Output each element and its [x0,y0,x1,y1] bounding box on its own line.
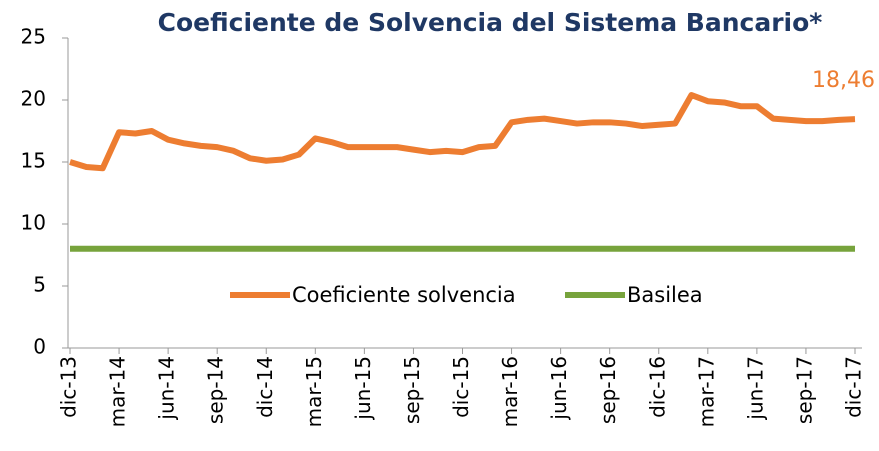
x-tick-label: sep-14 [204,356,228,424]
x-tick-label: jun-14 [155,356,179,421]
x-tick-label: sep-17 [792,356,816,424]
x-tick-label: sep-16 [596,356,620,424]
x-tick-label: mar-15 [302,356,326,427]
x-tick-label: jun-16 [547,356,571,421]
x-tick-label: dic-16 [645,356,669,418]
chart-title: Coeficiente de Solvencia del Sistema Ban… [158,8,823,37]
legend-label: Coeficiente solvencia [292,283,516,307]
x-tick-label: jun-17 [743,356,767,421]
x-tick-label: dic-17 [842,356,866,418]
y-tick-label: 0 [33,335,46,359]
y-tick-label: 10 [21,211,46,235]
x-tick-label: dic-15 [449,356,473,418]
x-tick-label: mar-16 [498,356,522,427]
y-tick-label: 25 [21,25,46,49]
y-tick-label: 20 [21,87,46,111]
x-tick-label: mar-14 [106,356,130,427]
x-tick-label: mar-17 [694,356,718,427]
x-tick-label: dic-14 [253,356,277,418]
data-label: 18,46 [812,68,875,93]
x-tick-label: dic-13 [57,356,81,418]
y-tick-label: 15 [21,149,46,173]
series-line [69,92,856,172]
x-tick-label: jun-15 [351,356,375,421]
x-tick-label: sep-15 [400,356,424,424]
y-tick-label: 5 [33,273,46,297]
legend-label: Basilea [627,283,703,307]
